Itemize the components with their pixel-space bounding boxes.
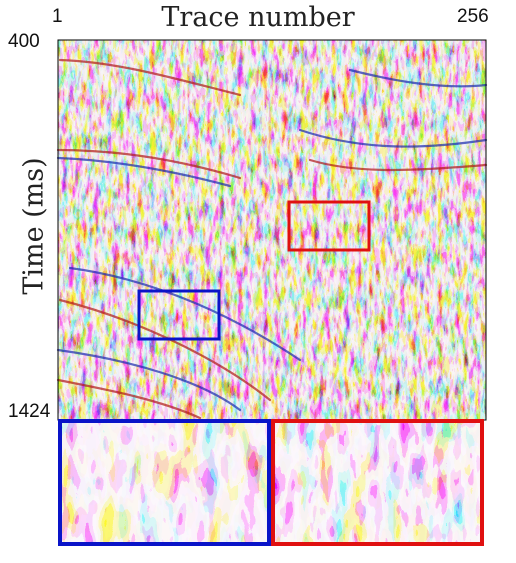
- blue-box-zoom-panel: [58, 419, 271, 546]
- red-selection-box: [287, 200, 371, 252]
- y-axis-end-label: 1424: [8, 401, 51, 422]
- blue-selection-box: [137, 289, 221, 341]
- seismic-section: [56, 39, 488, 421]
- red-box-zoom-panel: [271, 419, 484, 546]
- x-axis-end-label: 256: [457, 6, 489, 27]
- x-axis-start-label: 1: [52, 6, 63, 27]
- y-axis-start-label: 400: [8, 31, 40, 52]
- x-axis-title: Trace number: [161, 2, 355, 33]
